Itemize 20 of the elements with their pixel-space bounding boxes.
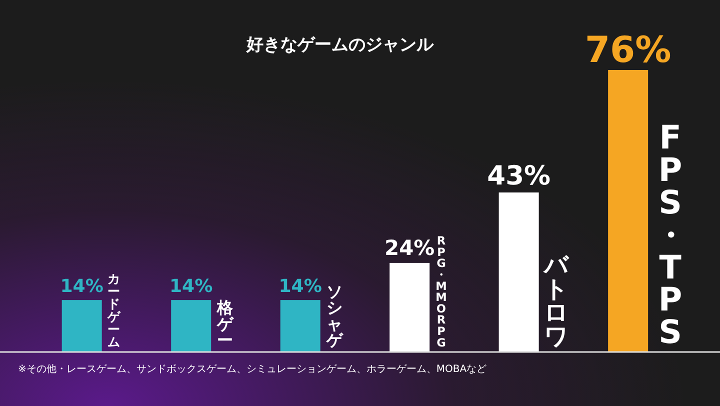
bar — [390, 262, 430, 352]
data-label: 43% — [487, 160, 550, 192]
text: ※その他・レースゲーム、サンドボックスゲーム、シミュレーションゲーム、ホラーゲーム、MOBAなど — [18, 363, 487, 375]
category-label: RPG・MMORPG — [436, 234, 447, 350]
data-label: 14% — [60, 276, 104, 298]
x-tick-label: 格ゲー — [216, 298, 236, 350]
x-tick-label: ソシャゲ — [325, 282, 344, 350]
data-label: 14% — [169, 276, 213, 298]
data-label: 14% — [278, 276, 322, 298]
data-label: 76% — [584, 30, 672, 71]
x-tick-label: バトロワ — [542, 251, 570, 350]
x-tick-label: FPS・TPS — [654, 118, 686, 352]
bar — [280, 300, 320, 352]
bar — [608, 70, 648, 352]
data-label: 24% — [384, 236, 435, 260]
bar — [62, 300, 102, 352]
bar — [498, 192, 539, 352]
x-tick-label: カードゲーム — [106, 270, 122, 350]
chart-title: 好きなゲームのジャンル — [246, 35, 434, 55]
bar — [171, 300, 212, 352]
